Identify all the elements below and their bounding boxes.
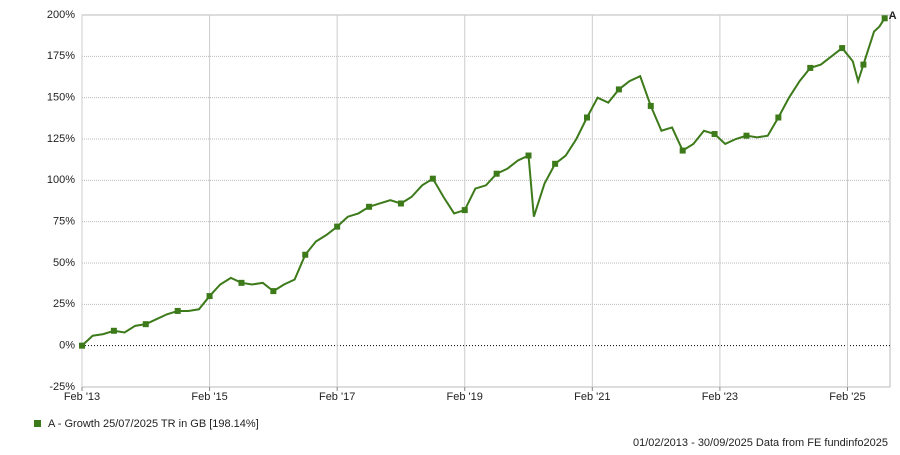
data-marker — [493, 170, 500, 177]
y-tick-label: 25% — [53, 298, 75, 310]
data-marker — [461, 207, 468, 214]
data-marker — [334, 223, 341, 230]
data-marker — [174, 307, 181, 314]
x-tick-label: Feb '19 — [447, 391, 483, 403]
y-tick-label: 0% — [59, 340, 75, 352]
data-marker — [270, 288, 277, 295]
legend-label: A - Growth 25/07/2025 TR in GB [198.14%] — [48, 418, 259, 430]
data-marker — [679, 147, 686, 154]
data-marker — [860, 61, 867, 68]
x-tick-label: Feb '17 — [319, 391, 355, 403]
y-tick-label: -25% — [49, 381, 75, 393]
data-marker — [743, 132, 750, 139]
x-tick-label: Feb '13 — [64, 391, 100, 403]
data-marker — [807, 64, 814, 71]
data-marker — [839, 45, 846, 52]
data-marker — [615, 86, 622, 93]
data-marker — [397, 200, 404, 207]
data-marker — [366, 203, 373, 210]
data-marker — [206, 293, 213, 300]
x-tick-label: Feb '21 — [574, 391, 610, 403]
data-marker — [302, 251, 309, 258]
y-tick-label: 200% — [47, 9, 75, 21]
y-tick-label: 75% — [53, 216, 75, 228]
y-tick-label: 100% — [47, 174, 75, 186]
data-marker — [647, 102, 654, 109]
data-marker — [711, 131, 718, 138]
data-marker — [775, 114, 782, 121]
footer: 01/02/2013 - 30/09/2025 Data from FE fun… — [633, 437, 888, 449]
data-marker — [525, 152, 532, 159]
data-marker — [584, 114, 590, 121]
y-tick-label: 125% — [47, 133, 75, 145]
x-tick-label: Feb '15 — [191, 391, 227, 403]
data-marker — [552, 160, 559, 167]
x-tick-label: Feb '25 — [829, 391, 865, 403]
y-tick-label: 50% — [53, 257, 75, 269]
data-marker — [110, 327, 117, 334]
data-marker — [881, 15, 888, 22]
data-marker — [429, 175, 436, 182]
data-marker — [79, 342, 85, 349]
data-marker — [238, 279, 245, 286]
series-end-label: A — [889, 10, 897, 22]
legend-swatch — [34, 420, 41, 427]
y-tick-label: 175% — [47, 50, 75, 62]
data-marker — [142, 321, 149, 328]
x-tick-label: Feb '23 — [702, 391, 738, 403]
y-tick-label: 150% — [47, 92, 75, 104]
